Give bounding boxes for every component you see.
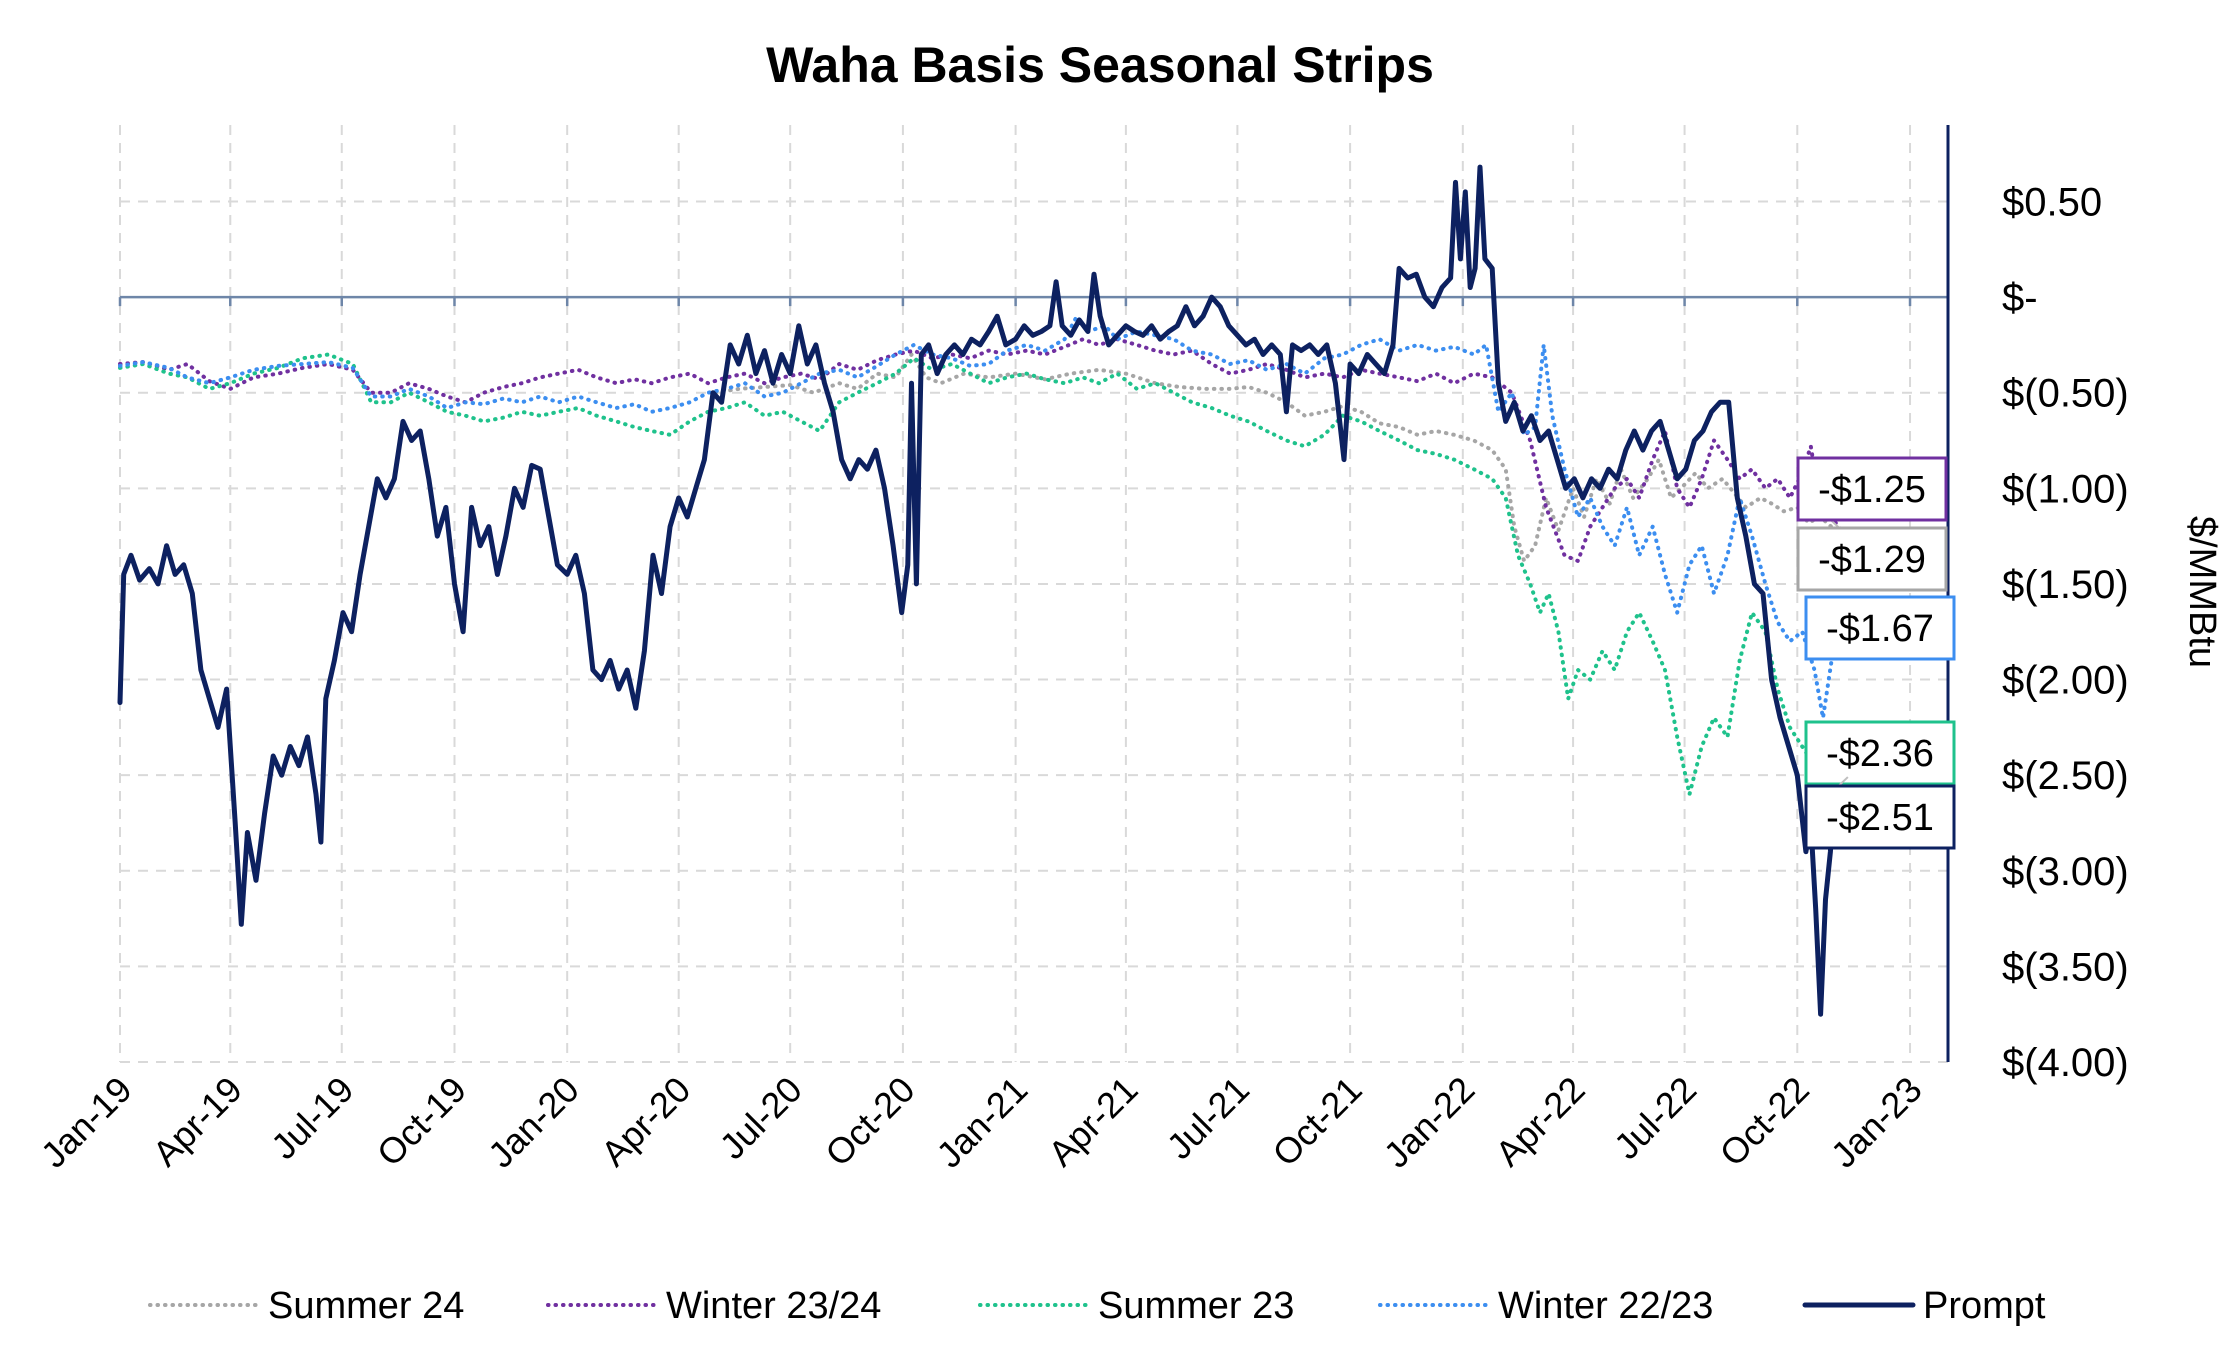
grid [119, 125, 1948, 1063]
x-tick-label: Jul-19 [263, 1069, 361, 1167]
callout-value: -$1.67 [1826, 608, 1934, 650]
x-tick-label: Jan-23 [1823, 1069, 1930, 1176]
callout-box [1804, 784, 1956, 850]
series-line-summer-23 [118, 352, 1846, 797]
callout-value: -$1.25 [1818, 469, 1926, 511]
x-tick-label: Oct-21 [1264, 1069, 1369, 1174]
plot-area [117, 164, 1847, 1017]
y-tick-label: $0.50 [2002, 180, 2102, 224]
x-tick-label: Jan-20 [480, 1069, 587, 1176]
series-line-winter-23-24 [118, 337, 1846, 563]
chart-title: Waha Basis Seasonal Strips [766, 37, 1434, 93]
legend-label: Prompt [1923, 1285, 2046, 1327]
callout-value: -$2.51 [1826, 797, 1934, 839]
x-tick-label: Jan-21 [928, 1069, 1035, 1176]
x-tick-label: Jan-22 [1376, 1069, 1483, 1176]
x-tick-label: Jul-20 [712, 1069, 810, 1167]
y-axis-label: $/MMBtu [2181, 516, 2220, 668]
x-tick-label: Apr-19 [145, 1069, 250, 1174]
x-tick-label: Jul-22 [1606, 1069, 1704, 1167]
series-line-prompt [117, 164, 1847, 1017]
series-line-summer-24 [713, 352, 1846, 563]
x-tick-label: Oct-19 [369, 1069, 474, 1174]
legend: Summer 24 Winter 23/24 Summer 23 Winter 22/… [148, 1285, 2046, 1327]
y-tick-label: $(1.00) [2002, 467, 2129, 511]
x-tick-label: Jul-21 [1159, 1069, 1257, 1167]
legend-label: Winter 22/23 [1498, 1285, 1713, 1327]
end-value-callouts: -$1.25 -$1.29 -$1.67 -$2.36 -$2.51 [1796, 456, 1956, 850]
y-tick-label: $(2.00) [2002, 659, 2129, 703]
x-tick-label: Apr-22 [1487, 1069, 1592, 1174]
legend-label: Winter 23/24 [666, 1285, 881, 1327]
x-tick-label: Oct-20 [817, 1069, 922, 1174]
x-tick-label: Apr-21 [1040, 1069, 1145, 1174]
y-tick-label: $(2.50) [2002, 754, 2129, 798]
legend-label: Summer 23 [1098, 1285, 1294, 1327]
y-tick-label: $(3.00) [2002, 850, 2129, 894]
x-tick-label: Jan-19 [33, 1069, 140, 1176]
callout-box [1796, 526, 1948, 592]
y-tick-label: $(0.50) [2002, 372, 2129, 416]
x-tick-label: Oct-22 [1712, 1069, 1817, 1174]
x-tick-label: Apr-20 [593, 1069, 698, 1174]
callout-box [1804, 720, 1956, 786]
y-tick-label: $- [2002, 276, 2038, 320]
legend-label: Summer 24 [268, 1285, 464, 1327]
y-tick-label: $(4.00) [2002, 1041, 2129, 1085]
callout-box [1796, 456, 1948, 522]
callout-value: -$1.29 [1818, 539, 1926, 581]
series-line-winter-22-23 [118, 314, 1846, 720]
y-tick-label: $(3.50) [2002, 945, 2129, 989]
callout-box [1804, 595, 1956, 661]
y-tick-label: $(1.50) [2002, 563, 2129, 607]
callout-value: -$2.36 [1826, 733, 1934, 775]
